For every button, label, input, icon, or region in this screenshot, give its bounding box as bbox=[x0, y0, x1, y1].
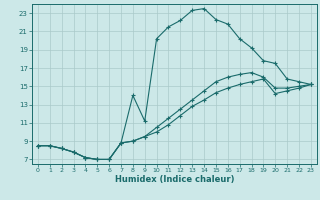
X-axis label: Humidex (Indice chaleur): Humidex (Indice chaleur) bbox=[115, 175, 234, 184]
